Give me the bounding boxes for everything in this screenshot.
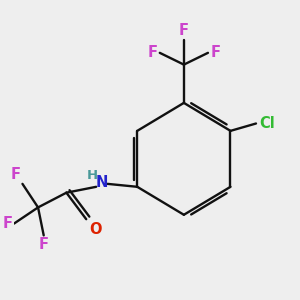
Text: O: O <box>89 221 102 236</box>
Text: F: F <box>148 45 158 60</box>
Text: F: F <box>179 23 189 38</box>
Text: F: F <box>11 167 21 182</box>
Text: F: F <box>2 216 13 231</box>
Text: H: H <box>87 169 98 182</box>
Text: F: F <box>39 237 49 252</box>
Text: N: N <box>96 175 108 190</box>
Text: Cl: Cl <box>259 116 274 131</box>
Text: F: F <box>210 45 220 60</box>
